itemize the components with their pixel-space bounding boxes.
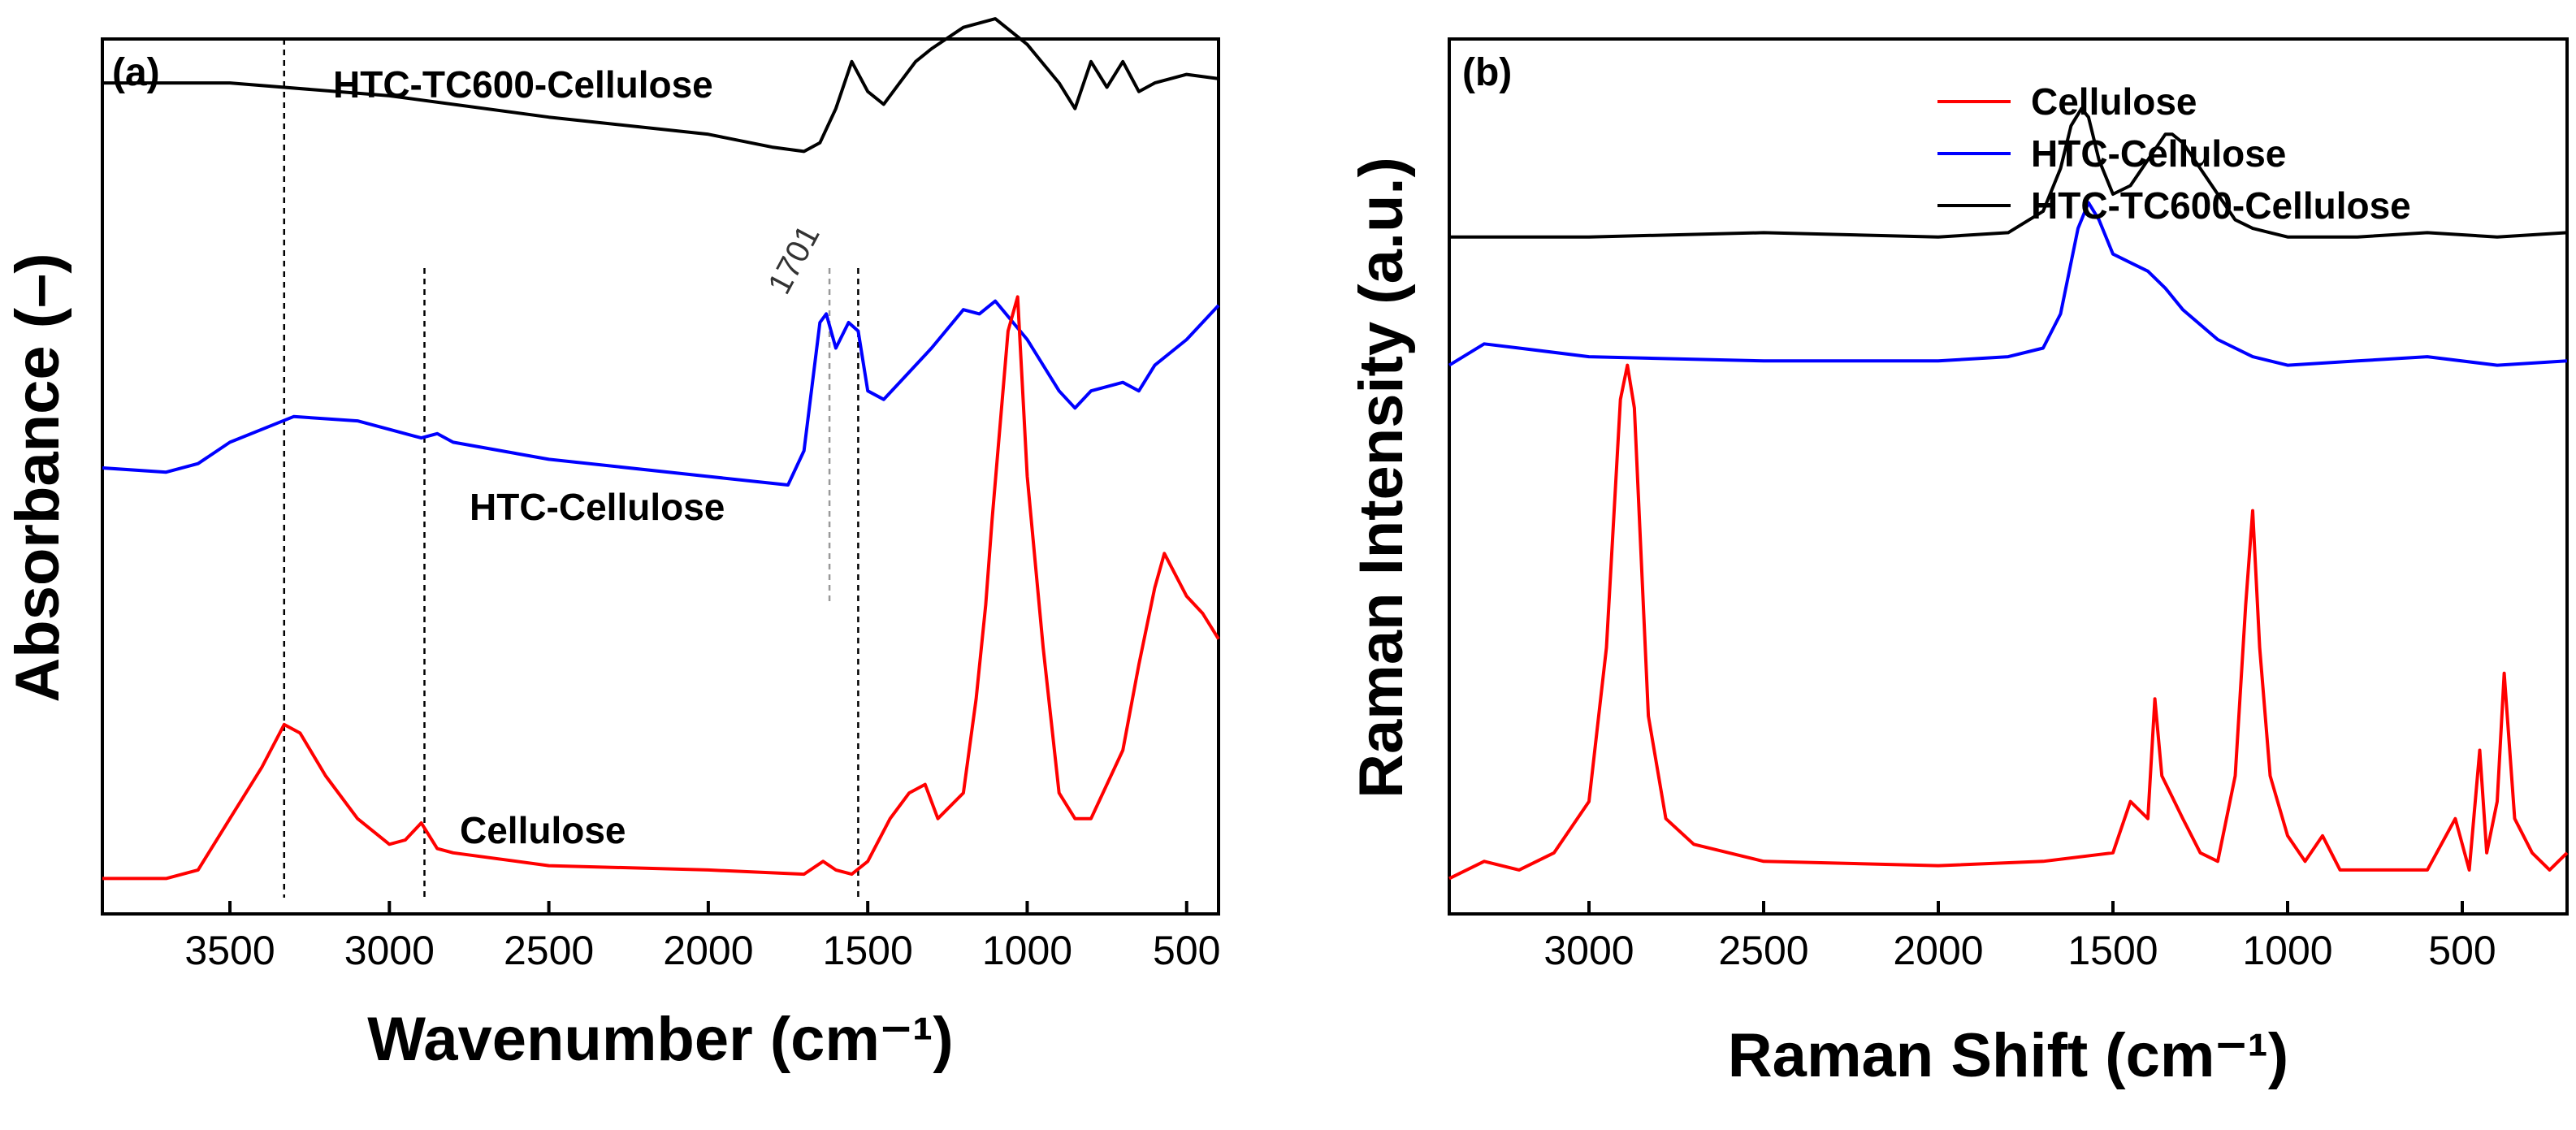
x-axis-label-b: Raman Shift (cm⁻¹) — [1728, 1021, 2288, 1090]
x-tick-label-1000: 1000 — [982, 928, 1072, 973]
panel-a: 3500 3000 2500 2000 1500 1000 500 (a) HTC-TC60… — [3, 17, 1220, 1074]
x-axis-label-a: Wavenumber (cm⁻¹) — [367, 1005, 953, 1074]
x-tick-label-500: 500 — [2428, 928, 2496, 973]
x-tick-label-1500: 1500 — [2067, 928, 2158, 973]
x-tick-label-3000: 3000 — [344, 928, 435, 973]
curve-label-htc-tc600-cellulose-a: HTC-TC600-Cellulose — [333, 63, 713, 106]
x-tick-label-2000: 2000 — [1893, 928, 1983, 973]
x-tick-label-2500: 2500 — [1718, 928, 1808, 973]
x-ticks-a: 3500 3000 2500 2000 1500 1000 500 — [184, 901, 1220, 973]
y-axis-label-b: Raman Intensity (a.u.) — [1347, 157, 1416, 799]
series-group-b — [1448, 106, 2569, 881]
legend-label-cellulose: Cellulose — [2031, 80, 2197, 123]
x-tick-label-500: 500 — [1153, 928, 1220, 973]
panel-label-b: (b) — [1462, 51, 1512, 94]
annotation-1701: 1701 — [761, 219, 827, 300]
series-line-htc-cellulose-b — [1448, 201, 2568, 367]
series-line-htc-cellulose-a — [102, 299, 1220, 487]
x-ticks-b: 3000 2500 2000 1500 1000 500 — [1543, 901, 2496, 973]
x-tick-label-1000: 1000 — [2242, 928, 2332, 973]
legend-b: Cellulose HTC-Cellulose HTC-TC600-Cellulos… — [1937, 80, 2411, 227]
panel-label-a: (a) — [112, 51, 160, 94]
x-tick-label-1500: 1500 — [823, 928, 913, 973]
x-tick-label-2000: 2000 — [663, 928, 753, 973]
plot-frame-a — [101, 37, 1220, 916]
legend-label-htc-tc600-cellulose: HTC-TC600-Cellulose — [2031, 184, 2411, 227]
series-line-htc-tc600-cellulose-a — [102, 17, 1219, 154]
y-axis-label-a: Absorbance (–) — [3, 253, 72, 702]
series-line-cellulose-b — [1448, 363, 2569, 881]
series-line-cellulose-a — [102, 295, 1220, 881]
plot-frame-b — [1448, 37, 2569, 916]
reference-lines-a — [283, 39, 859, 898]
x-tick-label-2500: 2500 — [504, 928, 594, 973]
x-tick-label-3500: 3500 — [184, 928, 275, 973]
series-line-htc-tc600-cellulose-b — [1449, 106, 2568, 239]
x-tick-label-3000: 3000 — [1543, 928, 1634, 973]
legend-label-htc-cellulose: HTC-Cellulose — [2031, 132, 2286, 175]
panel-b: 3000 2500 2000 1500 1000 500 (b) Cellulose HTC… — [1347, 37, 2569, 1090]
curve-label-htc-cellulose-a: HTC-Cellulose — [470, 486, 725, 528]
curve-label-cellulose-a: Cellulose — [460, 809, 626, 851]
series-group-a — [102, 17, 1220, 881]
